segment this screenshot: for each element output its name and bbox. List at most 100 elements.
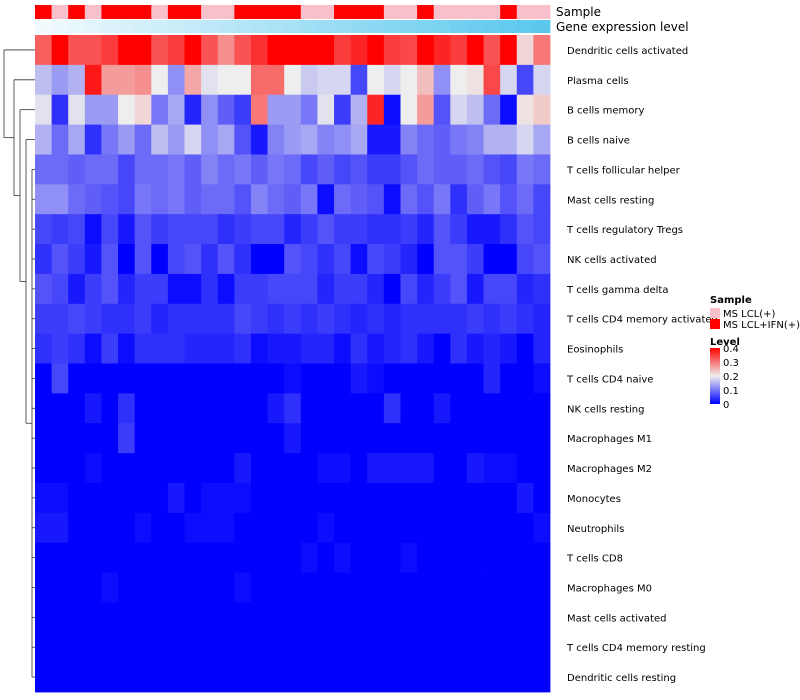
heatmap-cell [317,273,335,305]
heatmap-cell [433,64,451,96]
heatmap-cell [350,124,368,155]
heatmap-cell [516,632,534,663]
heatmap-cell [334,64,352,96]
heatmap-cell [450,632,468,663]
heatmap-cell [217,94,235,125]
heatmap-cell [118,363,136,394]
heatmap-cell [84,273,102,305]
heatmap-cell [151,333,169,364]
heatmap-cell [184,453,202,484]
heatmap-cell [134,482,152,514]
heatmap-cell [500,602,518,633]
heatmap-cell [234,154,252,185]
heatmap-cell [167,482,185,514]
heatmap-cell [118,512,136,544]
heatmap-cell [450,602,468,633]
heatmap-cell [466,363,484,394]
heatmap-cell [500,214,518,245]
heatmap-cell [167,393,185,424]
heatmap-cell [417,35,435,66]
heatmap-cell [400,662,418,693]
gene-level-cell [68,20,86,33]
heatmap-cell [300,662,318,693]
sample-cell [284,5,302,19]
sample-cell [350,5,368,19]
heatmap-cell [68,542,86,573]
heatmap-cell [433,154,451,185]
heatmap-cell [167,303,185,335]
heatmap-cell [184,363,202,394]
gene-expression-annotation-bar [35,20,551,33]
heatmap-cell [101,423,119,454]
row-label: T cells CD4 memory resting [566,643,706,654]
heatmap-cell [334,214,352,245]
heatmap-cell [500,124,518,155]
heatmap-cell [234,512,252,544]
heatmap-cell [483,214,501,245]
heatmap-cell [84,214,102,245]
heatmap-cell [516,35,534,66]
row-label: T cells CD4 naive [566,374,653,385]
heatmap-cell [367,632,385,663]
heatmap-cell [433,94,451,125]
heatmap-cell [101,303,119,335]
heatmap-cell [217,393,235,424]
heatmap-cell [300,184,318,215]
heatmap-cell [483,512,501,544]
heatmap-cell [267,94,285,125]
heatmap-cell [400,512,418,544]
sample-cell [51,5,69,19]
legend-swatch-ms-lcl-ifn [710,319,720,329]
heatmap-cell [84,124,102,155]
heatmap-cell [284,572,302,603]
heatmap-cell [317,423,335,454]
heatmap-cell [383,602,401,633]
heatmap-cell [151,214,169,245]
heatmap-cell [250,94,268,125]
gene-level-cell [250,20,268,33]
sample-cell [383,5,401,19]
heatmap-cell [250,393,268,424]
gene-level-cell [350,20,368,33]
heatmap-cell [383,453,401,484]
heatmap-cell [184,273,202,305]
heatmap-cell [450,273,468,305]
heatmap-cell [450,482,468,514]
heatmap-cell [466,512,484,544]
heatmap-cell [84,393,102,424]
heatmap-cell [300,154,318,185]
heatmap-cell [350,333,368,364]
heatmap-cell [383,35,401,66]
heatmap-cell [417,512,435,544]
heatmap-cell [417,453,435,484]
heatmap-cell [317,632,335,663]
heatmap-cell [151,363,169,394]
heatmap-cell [417,124,435,155]
heatmap-cell [466,244,484,275]
heatmap-cell [400,35,418,66]
heatmap-cell [151,64,169,96]
heatmap-cell [450,35,468,66]
heatmap-cell [334,602,352,633]
heatmap-cell [201,512,219,544]
heatmap-cell [417,214,435,245]
gene-level-cell [217,20,235,33]
gene-level-cell [334,20,352,33]
heatmap-cell [433,482,451,514]
heatmap-cell [483,482,501,514]
heatmap-cell [217,423,235,454]
heatmap-cell [284,632,302,663]
heatmap-cell [317,662,335,693]
heatmap-cell [450,662,468,693]
heatmap-cell [118,423,136,454]
heatmap-cell [51,662,69,693]
heatmap-cell [383,333,401,364]
heatmap-cell [383,244,401,275]
heatmap-cell [350,244,368,275]
heatmap-cell [35,572,53,603]
heatmap-cell [167,94,185,125]
heatmap-cell [51,214,69,245]
heatmap-cell [284,482,302,514]
heatmap-cell [334,363,352,394]
sample-cell [234,5,252,19]
